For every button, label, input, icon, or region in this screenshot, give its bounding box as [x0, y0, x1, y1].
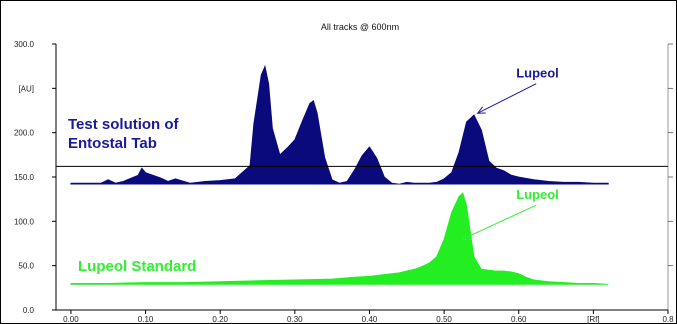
- x-tick-label: 0.10: [138, 315, 154, 324]
- x-tick-label: 0.30: [287, 315, 303, 324]
- lupeol-annotation-arrow: [462, 204, 537, 240]
- y-tick-label: [AU]: [18, 84, 34, 93]
- y-tick-label: 200.0: [14, 129, 35, 138]
- x-tick-label: [Rf]: [587, 315, 599, 324]
- x-tick-label: 0.50: [436, 315, 452, 324]
- y-tick-label: 300.0: [14, 40, 35, 49]
- y-tick-label: 150.0: [14, 173, 35, 182]
- lupeol-annotation-label: Lupeol: [516, 66, 559, 81]
- y-tick-label: 0.0: [23, 306, 35, 315]
- x-tick-label: 0.00: [63, 315, 79, 324]
- chart-title: All tracks @ 600nm: [321, 22, 399, 32]
- lupeol-annotation-label: Lupeol: [516, 187, 559, 202]
- plot-area: 0.0 50.0 100.0 150.0 200.0 [AU] 300.0 0.00 0.10 0…: [14, 40, 674, 324]
- test-solution-label-line2: Entostal Tab: [68, 135, 157, 152]
- lupeol-annotation-arrow: [477, 83, 537, 114]
- lupeol-annotation-arrowhead: [476, 106, 486, 114]
- x-tick-label: 0.20: [212, 315, 228, 324]
- x-tick-label: 0.40: [362, 315, 378, 324]
- series-area-test-solution: [70, 64, 609, 185]
- y-tick-label: 100.0: [14, 217, 35, 226]
- test-solution-label-line1: Test solution of: [68, 116, 180, 133]
- series-area-lupeol-standard: [70, 192, 609, 285]
- y-tick-label: 50.0: [18, 262, 34, 271]
- x-tick-label: 0.8: [662, 315, 674, 324]
- lupeol-annotation-arrowhead: [461, 232, 471, 240]
- lupeol-standard-label: Lupeol Standard: [78, 258, 196, 275]
- x-tick-label: 0.60: [511, 315, 527, 324]
